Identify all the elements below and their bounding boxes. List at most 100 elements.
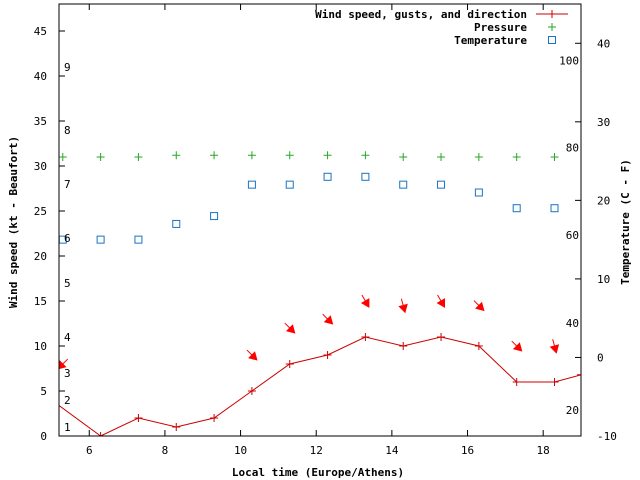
temperature-point	[247, 180, 256, 189]
wind-speed-point	[210, 414, 219, 422]
x-tick-label: 16	[461, 444, 474, 457]
wind-direction-arrow-shaft	[322, 313, 328, 320]
beaufort-label: 4	[64, 331, 71, 344]
y2-axis-label: Temperature (C - F)	[619, 159, 632, 285]
wind-speed-point	[550, 378, 559, 386]
legend-marker-temperature	[548, 36, 556, 44]
wind-direction-arrow-head	[323, 315, 334, 325]
series-group	[59, 151, 581, 436]
y2-tick-label: -10	[597, 430, 617, 443]
wind-direction-arrow-shaft	[511, 340, 518, 347]
pressure-point	[550, 153, 559, 161]
wind-speed-point	[134, 414, 143, 422]
x-tick-label: 8	[162, 444, 169, 457]
pressure-point	[59, 153, 67, 161]
pressure-point	[399, 153, 408, 161]
wind-speed-point	[474, 342, 483, 350]
wind-direction-arrow-shaft	[552, 339, 556, 347]
y-axis-label: Wind speed (kt - Beaufort)	[7, 136, 20, 308]
wind-direction-arrow-shaft	[62, 358, 69, 365]
legend: Wind speed, gusts, and direction Pressur…	[315, 8, 568, 47]
temperature-point	[96, 235, 105, 244]
y-tick-label: 0	[40, 430, 47, 443]
y-tick-label: 35	[34, 115, 47, 128]
wind-direction-arrow-head	[549, 344, 560, 354]
wind-speed-point	[399, 342, 408, 350]
fahrenheit-label: 100	[559, 55, 579, 68]
legend-label-wind: Wind speed, gusts, and direction	[315, 8, 527, 21]
fahrenheit-label: 60	[566, 229, 579, 242]
wind-direction-arrow-head	[360, 298, 370, 308]
pressure-point	[247, 151, 256, 160]
wind-speed-point	[577, 370, 581, 379]
wind-direction-arrow-shaft	[284, 322, 291, 329]
legend-marker-pressure	[548, 23, 556, 31]
wind-speed-point	[323, 351, 332, 359]
x-axis-label: Local time (Europe/Athens)	[232, 466, 404, 479]
pressure-point	[512, 153, 521, 161]
temperature-point	[323, 172, 332, 181]
y2-tick-label: 30	[597, 116, 610, 129]
plot-frame	[58, 3, 582, 437]
wind-speed-point	[172, 423, 181, 431]
y2-tick-label: 10	[597, 273, 610, 286]
pressure-point	[437, 153, 446, 161]
temperature-point	[437, 180, 446, 189]
wind-speed-point	[96, 432, 105, 436]
pressure-point	[134, 153, 143, 161]
wind-direction-arrow-head	[475, 301, 485, 312]
legend-marker-wind	[548, 10, 556, 18]
temperature-point	[399, 180, 408, 189]
x-tick-label: 10	[234, 444, 247, 457]
pressure-point	[285, 151, 294, 160]
x-tick-label: 12	[310, 444, 323, 457]
beaufort-label: 6	[64, 232, 71, 245]
pressure-point	[323, 151, 332, 160]
temperature-point	[550, 204, 559, 213]
temperature-point	[134, 235, 143, 244]
temperature-point	[512, 204, 521, 213]
wind-speed-point	[247, 387, 256, 395]
wind-direction-arrow-shaft	[437, 294, 442, 302]
y-tick-label: 20	[34, 250, 47, 263]
wind-direction-arrow-head	[285, 324, 296, 334]
wind-direction-arrow-shaft	[473, 300, 480, 306]
wind-direction-arrow-head	[512, 342, 523, 352]
beaufort-label: 9	[64, 61, 71, 74]
wind-direction-arrow-shaft	[400, 298, 404, 306]
y-tick-label: 40	[34, 70, 47, 83]
temperature-point	[285, 180, 294, 189]
y-tick-label: 5	[40, 385, 47, 398]
wind-direction-arrow-head	[436, 298, 446, 308]
beaufort-label: 1	[64, 421, 71, 434]
legend-label-pressure: Pressure	[474, 21, 527, 34]
pressure-point	[172, 151, 181, 160]
x-tick-label: 6	[86, 444, 93, 457]
x-tick-label: 14	[385, 444, 399, 457]
wind-speed-point	[361, 333, 370, 341]
y-tick-label: 30	[34, 160, 47, 173]
pressure-point	[96, 153, 105, 161]
temperature-point	[210, 212, 219, 221]
beaufort-label: 5	[64, 277, 71, 290]
pressure-point	[361, 151, 370, 160]
temperature-point	[361, 172, 370, 181]
wind-direction-arrow-head	[59, 360, 67, 370]
fahrenheit-label: 20	[566, 404, 579, 417]
x-tick-label: 18	[537, 444, 550, 457]
wind-direction-arrow-shaft	[246, 349, 253, 356]
wind-speed-point	[437, 333, 446, 341]
y2-tick-label: 0	[597, 351, 604, 364]
wind-direction-arrow-shaft	[361, 294, 366, 302]
temperature-point	[172, 219, 181, 228]
temperature-point	[474, 188, 483, 197]
fahrenheit-label: 80	[566, 142, 579, 155]
wind-direction-arrow-head	[248, 351, 258, 361]
wind-speed-point	[285, 360, 294, 368]
y-tick-label: 15	[34, 295, 47, 308]
y2-tick-label: 20	[597, 194, 610, 207]
beaufort-label: 7	[64, 178, 71, 191]
fahrenheit-label: 40	[566, 317, 579, 330]
